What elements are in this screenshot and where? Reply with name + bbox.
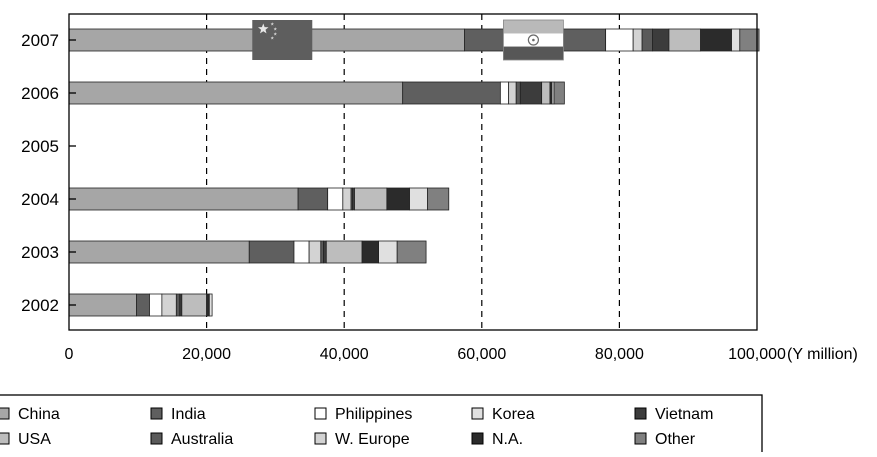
bar-segment-2002-n-a bbox=[206, 293, 210, 317]
legend-label-w-europe: W. Europe bbox=[335, 431, 410, 448]
legend-label-vietnam: Vietnam bbox=[655, 406, 713, 423]
bar-segment-2006-usa bbox=[508, 81, 517, 105]
legend-swatch-w-europe bbox=[314, 432, 327, 445]
bar-segment-2002-usa bbox=[161, 293, 177, 317]
bar-segment-2003-australia bbox=[320, 240, 324, 264]
legend: China India Philippines Korea Vietnam USA Aust… bbox=[0, 394, 763, 457]
bar-segment-2003-w-europe bbox=[325, 240, 363, 264]
x-tick-label-80000: 80,000 bbox=[595, 346, 644, 363]
bar-segment-2003-korea bbox=[378, 240, 398, 264]
legend-label-korea: Korea bbox=[492, 406, 535, 423]
bar-segment-2007-n-a bbox=[700, 28, 732, 52]
x-tick-label-20000: 20,000 bbox=[182, 346, 231, 363]
legend-label-n-a: N.A. bbox=[492, 431, 523, 448]
china-flag-small-star-4 bbox=[270, 36, 274, 40]
bar-segment-2004-w-europe bbox=[354, 187, 388, 211]
bar-segment-2004-other bbox=[427, 187, 450, 211]
x-axis-unit-label: (Y million) bbox=[787, 346, 858, 363]
india-flag-border bbox=[502, 19, 564, 61]
legend-swatch-n-a bbox=[471, 432, 484, 445]
y-tick-label-2004: 2004 bbox=[21, 190, 59, 209]
y-tick-label-2006: 2006 bbox=[21, 84, 59, 103]
bar-segment-2004-n-a bbox=[386, 187, 410, 211]
y-tick-label-2007: 2007 bbox=[21, 31, 59, 50]
y-tick-label-2003: 2003 bbox=[21, 243, 59, 262]
china-flag-small-star-2 bbox=[273, 27, 277, 31]
india-flag-chakra bbox=[527, 34, 540, 46]
bar-segment-2006-australia bbox=[515, 81, 521, 105]
china-flag-small-star-3 bbox=[273, 32, 277, 36]
bar-segment-2007-australia bbox=[641, 28, 653, 52]
bar-segment-2006-china bbox=[68, 81, 404, 105]
bar-segment-2002-australia bbox=[175, 293, 181, 317]
bar-segments bbox=[68, 28, 760, 317]
bar-segment-2006-india bbox=[402, 81, 501, 105]
bar-segment-2004-korea bbox=[409, 187, 428, 211]
legend-swatch-india bbox=[150, 407, 163, 420]
india-flag-icon bbox=[502, 19, 564, 61]
legend-swatch-china bbox=[0, 407, 10, 420]
bar-segment-2004-usa bbox=[342, 187, 352, 211]
bar-segment-2004-philippines bbox=[327, 187, 344, 211]
bar-segment-2002-w-europe bbox=[181, 293, 208, 317]
y-tick-label-2005: 2005 bbox=[21, 137, 59, 156]
china-flag-small-star-1 bbox=[270, 22, 274, 26]
bar-segment-2006-other bbox=[553, 81, 565, 105]
legend-swatch-vietnam bbox=[634, 407, 647, 420]
bar-segment-2002-india bbox=[136, 293, 150, 317]
bar-segment-2007-usa bbox=[632, 28, 643, 52]
x-tick-label-60000: 60,000 bbox=[457, 346, 506, 363]
bar-segment-2006-w-europe bbox=[541, 81, 551, 105]
bar-segment-2007-w-europe bbox=[668, 28, 701, 52]
axis-labels: 2007 2006 2005 2004 2003 2002 0 20,000 40,000 60,… bbox=[21, 31, 858, 363]
legend-label-philippines: Philippines bbox=[335, 406, 412, 423]
india-flag-top-band bbox=[503, 20, 564, 34]
flag-icons bbox=[252, 19, 564, 61]
bar-segment-2003-n-a bbox=[361, 240, 380, 264]
china-flag-icon bbox=[252, 20, 313, 60]
bar-segment-2007-vietnam bbox=[652, 28, 670, 52]
x-tick-label-0: 0 bbox=[65, 346, 74, 363]
legend-box bbox=[0, 394, 763, 457]
bar-segment-2003-india bbox=[248, 240, 295, 264]
india-flag-chakra-hub bbox=[532, 38, 535, 42]
legend-label-china: China bbox=[18, 406, 60, 423]
legend-swatch-korea bbox=[471, 407, 484, 420]
bar-segment-2002-korea bbox=[208, 293, 213, 317]
bar-segment-2003-china bbox=[68, 240, 250, 264]
bar-segment-2003-other bbox=[396, 240, 427, 264]
legend-label-usa: USA bbox=[18, 431, 51, 448]
bar-segment-2003-vietnam bbox=[323, 240, 327, 264]
china-flag-big-star bbox=[258, 23, 269, 34]
bar-segment-2003-usa bbox=[308, 240, 322, 264]
bar-segment-2003-philippines bbox=[293, 240, 310, 264]
legend-label-australia: Australia bbox=[171, 431, 233, 448]
y-tick-label-2002: 2002 bbox=[21, 296, 59, 315]
india-flag-bottom-band bbox=[503, 46, 564, 60]
bar-segment-2004-china bbox=[68, 187, 299, 211]
bar-segment-2002-philippines bbox=[149, 293, 163, 317]
legend-swatch-philippines bbox=[314, 407, 327, 420]
china-flag-field bbox=[252, 20, 313, 60]
bar-segment-2007-other bbox=[739, 28, 760, 52]
legend-swatch-australia bbox=[150, 432, 163, 445]
bar-segment-2007-philippines bbox=[605, 28, 634, 52]
plot-frame bbox=[68, 13, 758, 331]
axes bbox=[68, 13, 758, 331]
bar-segment-2006-vietnam bbox=[519, 81, 543, 105]
grid-lines bbox=[206, 14, 621, 330]
bar-segment-2006-philippines bbox=[499, 81, 510, 105]
legend-label-india: India bbox=[171, 406, 206, 423]
bar-segment-2007-korea bbox=[731, 28, 741, 52]
legend-swatch-usa bbox=[0, 432, 10, 445]
bar-segment-2004-india bbox=[297, 187, 329, 211]
legend-swatch-other bbox=[634, 432, 647, 445]
bar-segment-2002-china bbox=[68, 293, 137, 317]
x-tick-label-100000: 100,000 bbox=[728, 346, 786, 363]
x-tick-label-40000: 40,000 bbox=[320, 346, 369, 363]
legend-label-other: Other bbox=[655, 431, 696, 448]
